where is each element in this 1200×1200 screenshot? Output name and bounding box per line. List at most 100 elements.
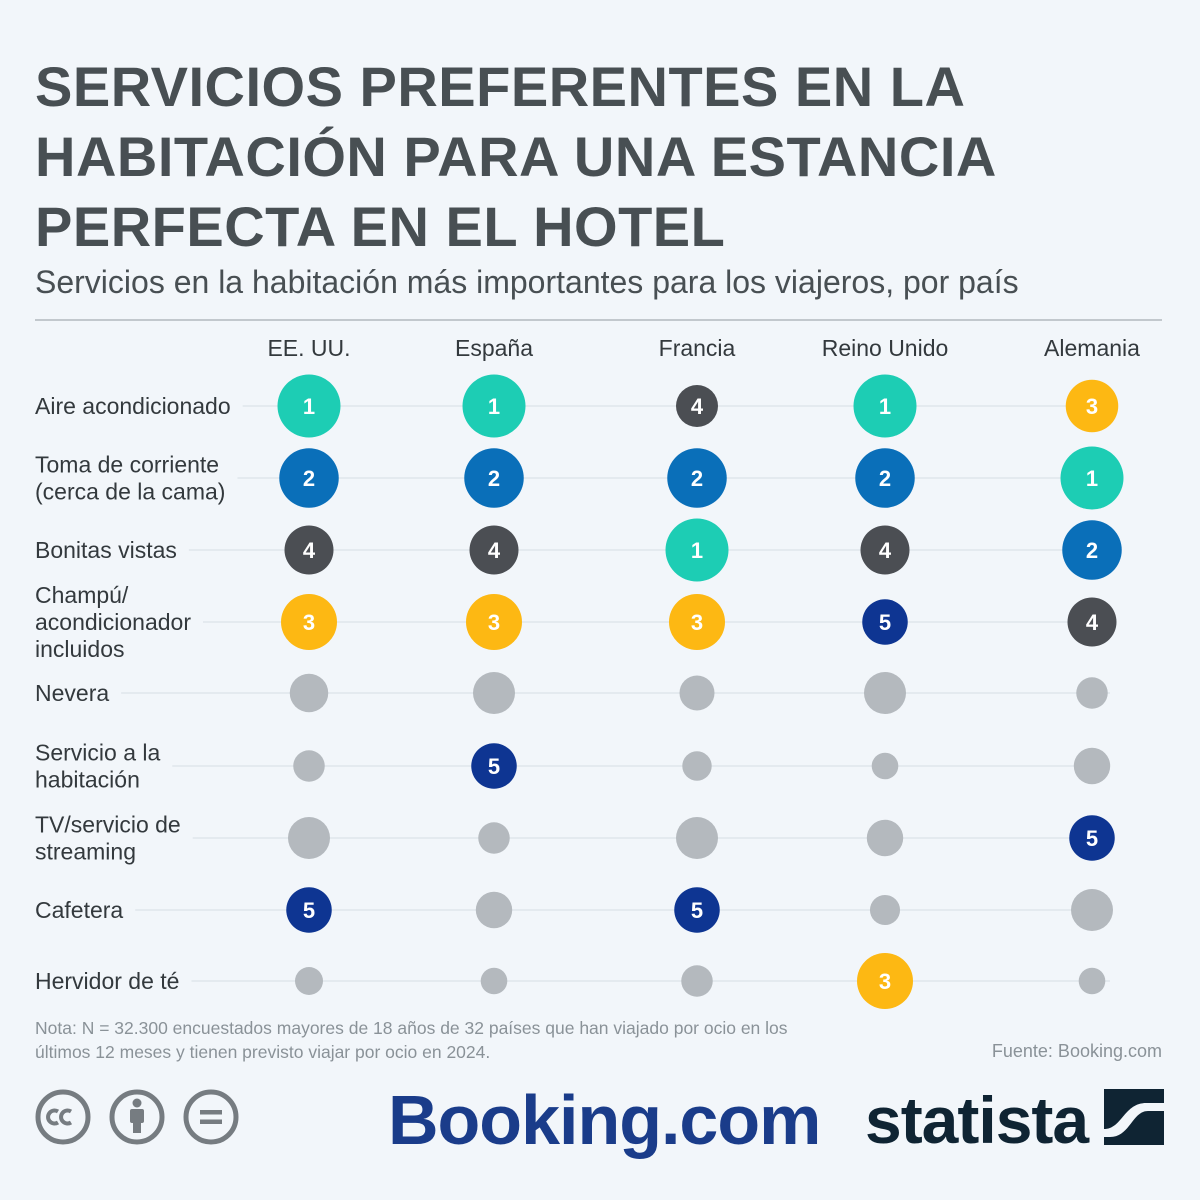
unranked-bubble: [679, 675, 715, 711]
rank-label: 4: [1086, 610, 1099, 635]
rank-bubble: [862, 599, 908, 645]
chart-title: SERVICIOS PREFERENTES EN LA HABITACIÓN P…: [35, 55, 995, 258]
unranked-bubble: [866, 819, 904, 857]
row-label: (cerca de la cama): [35, 479, 225, 505]
unranked-bubble: [475, 891, 513, 929]
column-header: Francia: [659, 335, 736, 361]
rank-bubble: [855, 448, 915, 508]
column-header: EE. UU.: [267, 335, 350, 361]
unranked-bubble: [480, 967, 508, 995]
rank-label: 1: [1086, 466, 1098, 491]
rank-label: 1: [691, 538, 703, 563]
chart-source: Fuente: Booking.com: [991, 1041, 1162, 1061]
unranked-bubble: [1078, 967, 1106, 995]
rank-bubble: [669, 594, 725, 650]
rank-label: 5: [1086, 826, 1098, 851]
rank-label: 2: [303, 466, 315, 491]
row-label: Hervidor de té: [35, 968, 179, 994]
rank-bubble: [857, 953, 913, 1009]
row-label: Aire acondicionado: [35, 393, 231, 419]
row-label: incluidos: [35, 636, 125, 662]
rank-label: 3: [1086, 394, 1098, 419]
row-label: TV/servicio de: [35, 812, 181, 838]
attribution-icon: [109, 1089, 165, 1145]
rank-bubble: [471, 743, 517, 789]
rank-label: 5: [879, 610, 891, 635]
unranked-bubble: [288, 817, 330, 859]
rank-bubble: [1065, 379, 1119, 433]
row-label: acondicionador: [35, 609, 191, 635]
unranked-bubble: [295, 967, 323, 995]
rank-label: 2: [879, 466, 891, 491]
rank-matrix-chart: EE. UU. España Francia Reino Unido Alemania A…: [35, 335, 1140, 1009]
rank-label: 4: [879, 538, 892, 563]
rank-bubble: [665, 518, 729, 582]
unranked-bubble: [473, 672, 515, 714]
unranked-bubble: [1071, 889, 1113, 931]
rank-label: 5: [303, 898, 315, 923]
rank-label: 2: [691, 466, 703, 491]
no-derivatives-icon: [183, 1089, 239, 1145]
unranked-bubble: [681, 965, 713, 997]
row-label: Champú/: [35, 582, 129, 608]
rank-label: 1: [488, 394, 500, 419]
rank-label: 2: [1086, 538, 1098, 563]
chart-subtitle: Servicios en la habitación más important…: [35, 264, 1019, 300]
column-header: España: [455, 335, 533, 361]
rank-bubble: [674, 887, 720, 933]
rank-bubble: [279, 448, 339, 508]
rank-label: 3: [879, 969, 891, 994]
row-label: Servicio a la: [35, 740, 160, 766]
statista-logo: statista: [865, 1083, 1089, 1157]
rank-label: 3: [488, 610, 500, 635]
rank-bubble: [464, 448, 524, 508]
unranked-bubble: [864, 672, 906, 714]
unranked-bubble: [871, 752, 899, 780]
rank-label: 1: [303, 394, 315, 419]
row-label: habitación: [35, 767, 140, 793]
rank-bubble: [853, 374, 917, 438]
rank-bubble: [469, 525, 519, 575]
rank-bubble: [462, 374, 526, 438]
booking-logo: Booking.com: [388, 1081, 821, 1159]
rank-bubble: [277, 374, 341, 438]
rank-label: 4: [303, 538, 316, 563]
cc-icon: [35, 1089, 91, 1145]
rank-bubble: [860, 525, 910, 575]
row-label: Cafetera: [35, 897, 123, 923]
rank-label: 3: [303, 610, 315, 635]
unranked-bubble: [1076, 677, 1108, 709]
rank-bubble: [1069, 815, 1115, 861]
row-label: Nevera: [35, 680, 109, 706]
unranked-bubble: [1073, 747, 1111, 785]
chart-note: Nota: N = 32.300 encuestados mayores de …: [35, 1018, 788, 1062]
rank-label: 3: [691, 610, 703, 635]
statista-mark-icon: [1104, 1089, 1164, 1145]
rank-bubble: [1067, 597, 1117, 647]
rank-label: 4: [691, 394, 704, 419]
row-label: Toma de corriente: [35, 452, 219, 478]
rank-bubble: [1060, 446, 1124, 510]
column-header: Reino Unido: [822, 335, 949, 361]
row-label: Bonitas vistas: [35, 537, 177, 563]
rank-bubble: [676, 385, 718, 427]
unranked-bubble: [289, 673, 329, 713]
rank-bubble: [466, 594, 522, 650]
rank-label: 2: [488, 466, 500, 491]
rank-bubble: [284, 525, 334, 575]
row-label: streaming: [35, 839, 136, 865]
rank-label: 5: [691, 898, 703, 923]
rank-bubble: [286, 887, 332, 933]
rank-label: 1: [879, 394, 891, 419]
title-divider: [35, 319, 1162, 321]
unranked-bubble: [478, 822, 510, 854]
rank-bubble: [1062, 520, 1122, 580]
rank-bubble: [667, 448, 727, 508]
column-header: Alemania: [1044, 335, 1140, 361]
rank-bubble: [281, 594, 337, 650]
unranked-bubble: [676, 817, 718, 859]
unranked-bubble: [293, 750, 325, 782]
unranked-bubble: [869, 894, 901, 926]
rank-label: 5: [488, 754, 500, 779]
unranked-bubble: [682, 751, 712, 781]
